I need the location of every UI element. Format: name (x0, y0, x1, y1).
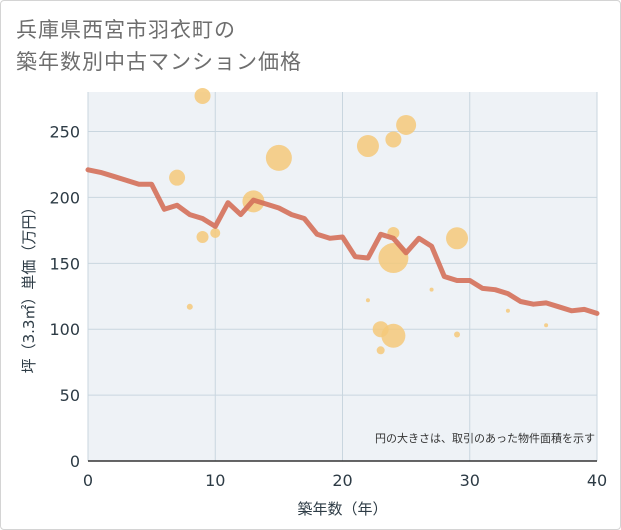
bubble-point (196, 230, 209, 243)
y-axis-label: 坪（3.3㎡）単価（万円） (20, 200, 38, 374)
bubble-point (210, 228, 221, 239)
title-line-2: 築年数別中古マンション価格 (16, 50, 302, 74)
y-tick-label: 150 (49, 254, 80, 273)
x-tick-label: 40 (587, 471, 607, 490)
y-tick-label: 250 (49, 123, 80, 142)
bubble-point (356, 135, 379, 158)
x-tick-label: 0 (83, 471, 93, 490)
bubble-point (396, 114, 417, 135)
line-layer (85, 167, 600, 316)
bubble-point (446, 227, 469, 250)
bubble-point (544, 323, 549, 328)
y-tick-label: 200 (49, 188, 80, 207)
axes: 0 50 100 150 200 250 0 10 20 30 40 (49, 123, 607, 490)
title-line-1: 兵庫県西宮市羽衣町の (16, 18, 236, 42)
x-tick-label: 20 (332, 471, 352, 490)
chart-title: 兵庫県西宮市羽衣町の 築年数別中古マンション価格 (16, 14, 302, 78)
y-tick-label: 100 (49, 320, 80, 339)
bubble-point (505, 308, 510, 313)
bubble-point (265, 144, 292, 171)
bubble-point (194, 87, 211, 104)
average-price-line (85, 167, 600, 316)
x-axis-label: 築年数（年） (297, 500, 387, 518)
bubble-point (454, 331, 461, 338)
bubble-point (186, 303, 193, 310)
y-tick-label: 0 (70, 452, 80, 471)
bubble-point (169, 169, 186, 186)
x-tick-label: 30 (460, 471, 480, 490)
x-tick-label: 10 (205, 471, 225, 490)
bubble-point (385, 131, 402, 148)
bubble-point (376, 346, 385, 355)
bubble-point (381, 323, 406, 348)
size-note: 円の大きさは、取引のあった物件面積を示す (375, 431, 595, 445)
bubble-point (429, 287, 434, 292)
y-tick-label: 50 (60, 386, 80, 405)
bubble-point (365, 298, 370, 303)
